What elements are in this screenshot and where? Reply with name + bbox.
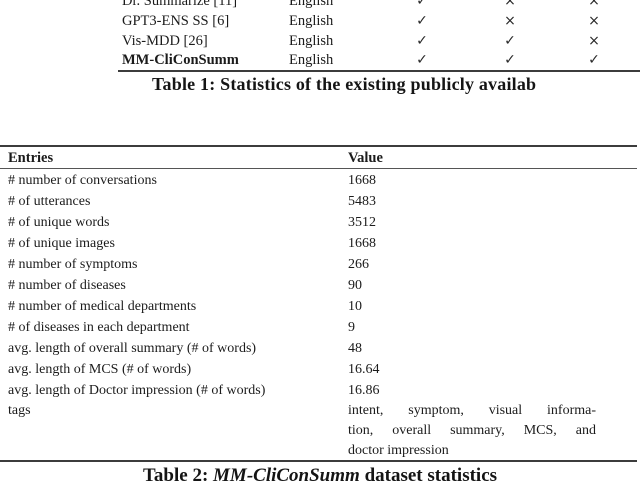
table2-top-rule <box>0 145 637 147</box>
stat-label: avg. length of Doctor impression (# of w… <box>8 383 266 398</box>
table-row: avg. length of Doctor impression (# of w… <box>0 380 640 401</box>
check-mark-icon: ✓ <box>416 0 428 9</box>
table-row: # of unique images 1668 <box>0 233 640 254</box>
table2-caption-suffix: dataset statistics <box>359 465 498 486</box>
stat-label: # of unique images <box>8 236 115 251</box>
table2-header-entries: Entries <box>8 150 54 166</box>
stat-value: 9 <box>348 320 355 335</box>
table1-language: English <box>289 33 334 49</box>
table-row: # number of medical departments 10 <box>0 296 640 317</box>
cross-mark-icon: × <box>504 0 516 9</box>
table2-caption-prefix: Table 2: <box>142 465 214 486</box>
stat-label: # of diseases in each department <box>8 320 190 335</box>
table2-caption: Table 2: MM-CliConSumm dataset statistic… <box>0 465 640 487</box>
table1-method-name: MM-CliConSumm <box>122 52 239 68</box>
tags-value-line: intent, symptom, visual informa- <box>348 403 596 418</box>
table1-caption: Table 1: Statistics of the existing publ… <box>152 74 537 94</box>
stat-label: # of unique words <box>8 215 110 230</box>
table1-language: English <box>289 13 334 29</box>
check-mark-icon: ✓ <box>416 13 428 29</box>
stat-label: # of utterances <box>8 194 91 209</box>
cross-mark-icon: × <box>588 13 600 29</box>
stat-label: tags <box>8 403 31 418</box>
table2-header-value: Value <box>348 150 383 166</box>
table1-language: English <box>289 52 334 68</box>
table1-language: English <box>289 0 334 9</box>
tags-value-line: tion, overall summary, MCS, and <box>348 423 596 438</box>
stat-value: 3512 <box>348 215 376 230</box>
cross-mark-icon: × <box>504 13 516 29</box>
stat-value: 16.86 <box>348 383 380 398</box>
check-mark-icon: ✓ <box>504 33 516 49</box>
table1-row: Vis-MDD [26] English ✓ ✓ × <box>0 31 640 51</box>
table2-bottom-rule <box>0 460 637 462</box>
cross-mark-icon: × <box>588 0 600 9</box>
stat-label: # number of conversations <box>8 173 157 188</box>
table1-row: Dr. Summarize [11] English ✓ × × <box>0 0 640 11</box>
table-row: avg. length of MCS (# of words) 16.64 <box>0 359 640 380</box>
table1-method-name: GPT3-ENS SS [6] <box>122 13 230 29</box>
stat-value: 90 <box>348 278 362 293</box>
tags-value-line: doctor impression <box>348 443 449 458</box>
table1-row: GPT3-ENS SS [6] English ✓ × × <box>0 11 640 31</box>
table-row-tags: tags intent, symptom, visual informa- ti… <box>0 401 640 461</box>
stat-value: 16.64 <box>348 362 380 377</box>
stat-label: # number of symptoms <box>8 257 138 272</box>
check-mark-icon: ✓ <box>504 52 516 68</box>
stat-label: avg. length of MCS (# of words) <box>8 362 192 377</box>
check-mark-icon: ✓ <box>416 33 428 49</box>
stat-value: 1668 <box>348 173 376 188</box>
table2-header-rule <box>0 168 637 170</box>
stat-value: 48 <box>348 341 362 356</box>
stat-label: # number of medical departments <box>8 299 197 314</box>
check-mark-icon: ✓ <box>588 52 600 68</box>
table1-row: MM-CliConSumm English ✓ ✓ ✓ <box>0 50 640 70</box>
table-row: # of diseases in each department 9 <box>0 317 640 338</box>
table-row: # number of symptoms 266 <box>0 254 640 275</box>
stat-value: 5483 <box>348 194 376 209</box>
tags-value: intent, symptom, visual informa- tion, o… <box>348 401 596 461</box>
cross-mark-icon: × <box>588 33 600 49</box>
stat-value: 266 <box>348 257 369 272</box>
table1-bottom-rule <box>118 70 640 72</box>
table-row: # of utterances 5483 <box>0 191 640 212</box>
table2-caption-dataset-name: MM-CliConSumm <box>213 465 360 486</box>
table2-header-row: Entries Value <box>0 148 640 168</box>
table1-method-name: Vis-MDD [26] <box>122 33 208 49</box>
stat-label: avg. length of overall summary (# of wor… <box>8 341 257 356</box>
table1-method-name: Dr. Summarize [11] <box>122 0 238 9</box>
table-row: avg. length of overall summary (# of wor… <box>0 338 640 359</box>
table-row: # of unique words 3512 <box>0 212 640 233</box>
table2-body: # number of conversations 1668 # of utte… <box>0 170 640 461</box>
table-row: # number of conversations 1668 <box>0 170 640 191</box>
stat-value: 10 <box>348 299 362 314</box>
stat-label: # number of diseases <box>8 278 126 293</box>
stat-value: 1668 <box>348 236 376 251</box>
table-row: # number of diseases 90 <box>0 275 640 296</box>
check-mark-icon: ✓ <box>416 52 428 68</box>
